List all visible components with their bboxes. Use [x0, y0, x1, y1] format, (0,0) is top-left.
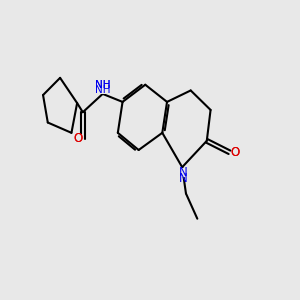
FancyBboxPatch shape [97, 86, 109, 94]
Text: O: O [230, 146, 239, 159]
FancyBboxPatch shape [180, 168, 187, 177]
Text: N: N [179, 172, 188, 185]
Text: NH: NH [95, 85, 110, 95]
Text: O: O [74, 132, 83, 145]
Text: NH: NH [95, 80, 110, 90]
FancyBboxPatch shape [75, 134, 82, 143]
Text: NH: NH [95, 80, 110, 90]
FancyBboxPatch shape [232, 148, 238, 156]
Text: O: O [230, 146, 239, 159]
Text: N: N [179, 166, 188, 179]
Text: O: O [74, 132, 83, 145]
Text: NH: NH [95, 80, 110, 90]
